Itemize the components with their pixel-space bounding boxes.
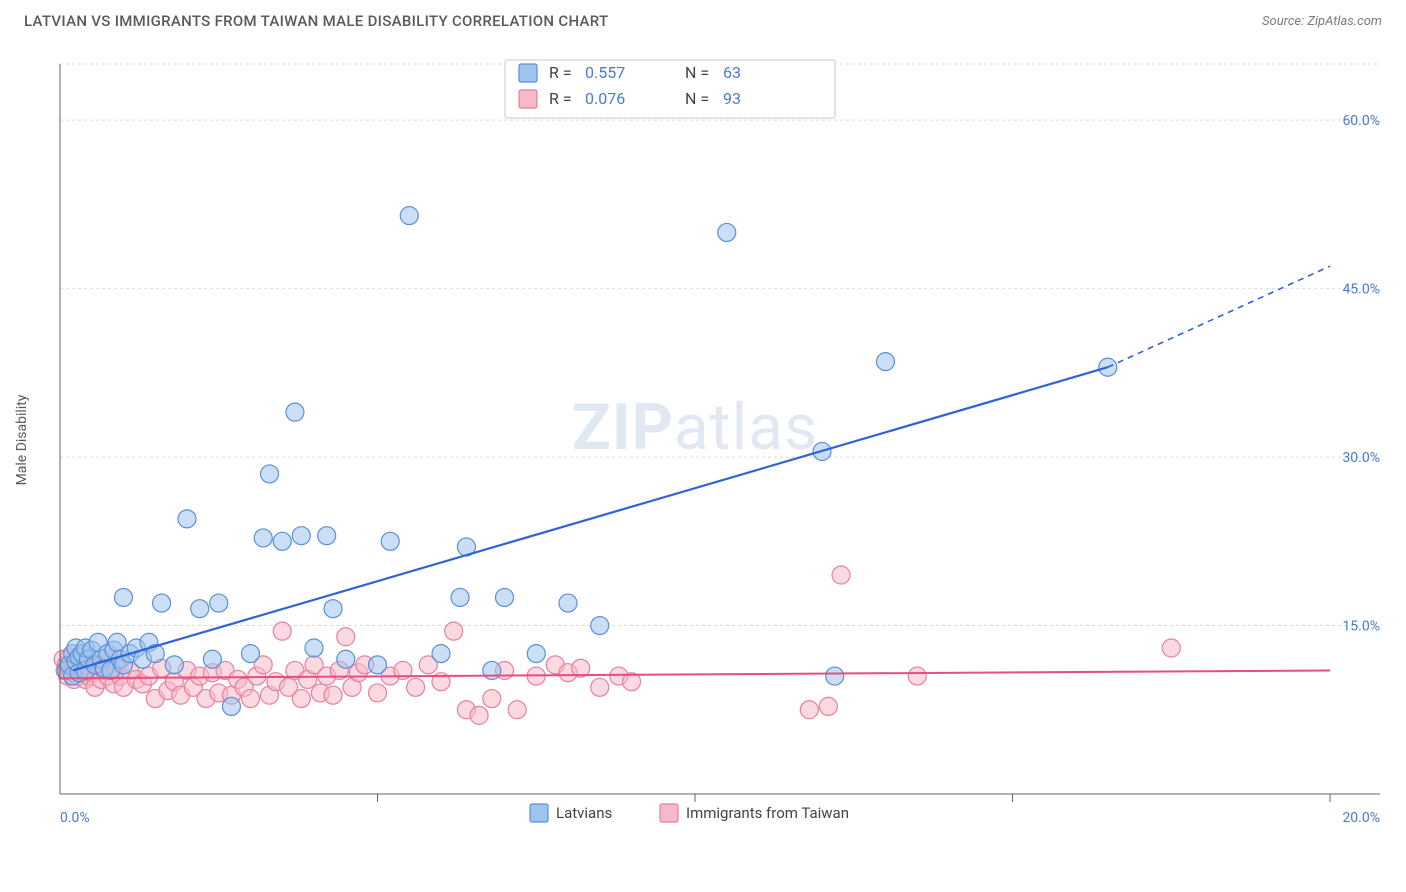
legend-swatch (660, 804, 678, 822)
data-point (165, 656, 183, 674)
data-point (400, 207, 418, 225)
data-point (819, 697, 837, 715)
data-point (153, 594, 171, 612)
data-point (292, 690, 310, 708)
data-point (273, 622, 291, 640)
data-point (407, 678, 425, 696)
trend-line-blue-extrapolated (1108, 266, 1330, 367)
data-point (210, 594, 228, 612)
data-point (483, 661, 501, 679)
data-point (254, 529, 272, 547)
data-point (591, 678, 609, 696)
legend-swatch (530, 804, 548, 822)
data-point (115, 588, 133, 606)
data-point (1162, 639, 1180, 657)
svg-text:20.0%: 20.0% (1342, 810, 1380, 826)
svg-text:15.0%: 15.0% (1342, 619, 1380, 635)
legend-label: Latvians (556, 804, 612, 822)
data-point (381, 532, 399, 550)
data-point (718, 223, 736, 241)
data-point (292, 527, 310, 545)
data-point (800, 701, 818, 719)
data-point (470, 706, 488, 724)
svg-text:0.557: 0.557 (585, 63, 625, 82)
data-point (451, 588, 469, 606)
svg-text:93: 93 (723, 89, 741, 108)
svg-text:N =: N = (685, 89, 709, 108)
data-point (273, 532, 291, 550)
data-point (369, 684, 387, 702)
y-axis-label: Male Disability (14, 395, 30, 486)
svg-text:R =: R = (549, 89, 572, 108)
data-point (445, 622, 463, 640)
svg-text:63: 63 (723, 63, 741, 82)
data-point (318, 527, 336, 545)
data-point (826, 667, 844, 685)
chart-area: 15.0% 30.0% 45.0% 60.0% ZIPatlas 0.0% 20.0% R =… (50, 46, 1390, 836)
data-point (591, 617, 609, 635)
data-point (527, 645, 545, 663)
data-point (222, 697, 240, 715)
svg-text:60.0%: 60.0% (1342, 113, 1380, 129)
data-point (191, 600, 209, 618)
data-point (496, 588, 514, 606)
svg-text:0.076: 0.076 (585, 89, 625, 108)
data-point (203, 650, 221, 668)
data-point (337, 628, 355, 646)
legend-label: Immigrants from Taiwan (686, 804, 849, 822)
data-point (324, 686, 342, 704)
svg-text:R =: R = (549, 63, 572, 82)
data-point (908, 667, 926, 685)
svg-text:0.0%: 0.0% (60, 810, 90, 826)
svg-text:N =: N = (685, 63, 709, 82)
chart-title: LATVIAN VS IMMIGRANTS FROM TAIWAN MALE D… (24, 12, 608, 30)
svg-text:ZIPatlas: ZIPatlas (572, 390, 818, 465)
chart-header: LATVIAN VS IMMIGRANTS FROM TAIWAN MALE D… (0, 0, 1406, 36)
data-point (832, 566, 850, 584)
svg-text:45.0%: 45.0% (1342, 282, 1380, 298)
data-point (324, 600, 342, 618)
svg-text:30.0%: 30.0% (1342, 450, 1380, 466)
data-point (369, 656, 387, 674)
data-point (337, 650, 355, 668)
data-point (483, 690, 501, 708)
data-point (261, 465, 279, 483)
data-point (178, 510, 196, 528)
data-point (432, 645, 450, 663)
data-point (242, 690, 260, 708)
scatter-chart-svg: 15.0% 30.0% 45.0% 60.0% ZIPatlas 0.0% 20.0% R =… (50, 46, 1390, 836)
chart-source: Source: ZipAtlas.com (1262, 14, 1382, 29)
data-point (877, 353, 895, 371)
data-point (242, 645, 260, 663)
data-point (286, 403, 304, 421)
data-point (305, 639, 323, 657)
data-point (559, 594, 577, 612)
data-point (508, 701, 526, 719)
